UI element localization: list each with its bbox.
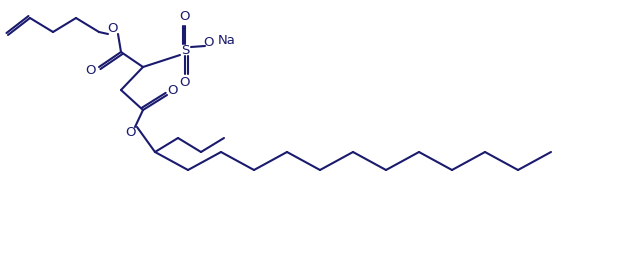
Text: O: O bbox=[108, 22, 118, 34]
Text: S: S bbox=[181, 44, 189, 57]
Text: O: O bbox=[180, 10, 190, 23]
Text: Na: Na bbox=[218, 34, 236, 48]
Text: O: O bbox=[180, 77, 190, 89]
Text: O: O bbox=[86, 65, 96, 77]
Text: O: O bbox=[125, 125, 135, 139]
Text: O: O bbox=[168, 84, 178, 96]
Text: O: O bbox=[203, 37, 214, 49]
